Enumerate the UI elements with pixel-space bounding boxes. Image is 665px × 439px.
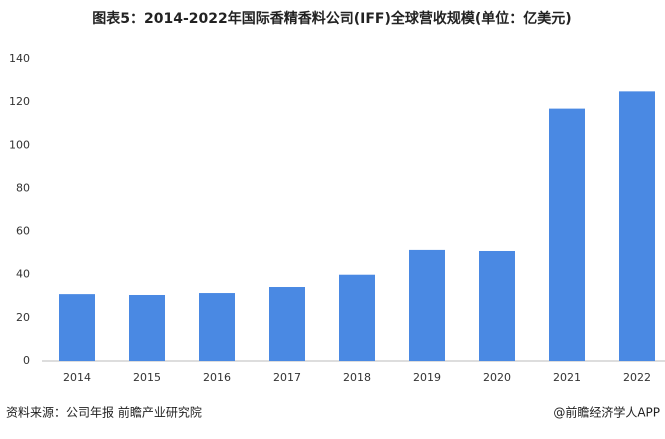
y-tick-label: 60 — [16, 225, 30, 238]
bar — [59, 294, 95, 361]
x-tick-label: 2015 — [133, 371, 161, 384]
y-tick-label: 40 — [16, 268, 30, 281]
bar — [549, 108, 585, 361]
x-tick-label: 2014 — [63, 371, 91, 384]
x-tick-label: 2022 — [623, 371, 651, 384]
y-tick-label: 140 — [9, 52, 30, 65]
bar — [339, 274, 375, 361]
x-tick-label: 2018 — [343, 371, 371, 384]
y-tick-label: 120 — [9, 95, 30, 108]
y-tick-label: 20 — [16, 311, 30, 324]
y-tick-label: 100 — [9, 138, 30, 151]
y-tick-label: 0 — [23, 354, 30, 367]
x-tick-label: 2019 — [413, 371, 441, 384]
x-tick-label: 2021 — [553, 371, 581, 384]
source: 资料来源：公司年报 前瞻产业研究院 — [6, 405, 202, 420]
chart-title: 图表5：2014-2022年国际香精香料公司(IFF)全球营收规模(单位：亿美元… — [92, 10, 571, 27]
bar — [409, 249, 445, 361]
bar — [269, 287, 305, 361]
bar — [199, 293, 235, 361]
x-tick-label: 2020 — [483, 371, 511, 384]
x-tick-label: 2017 — [273, 371, 301, 384]
credit: @前瞻经济学人APP — [553, 405, 660, 420]
y-tick-label: 80 — [16, 181, 30, 194]
bar — [619, 91, 655, 361]
bar — [129, 294, 165, 361]
bar — [479, 250, 515, 361]
x-tick-label: 2016 — [203, 371, 231, 384]
